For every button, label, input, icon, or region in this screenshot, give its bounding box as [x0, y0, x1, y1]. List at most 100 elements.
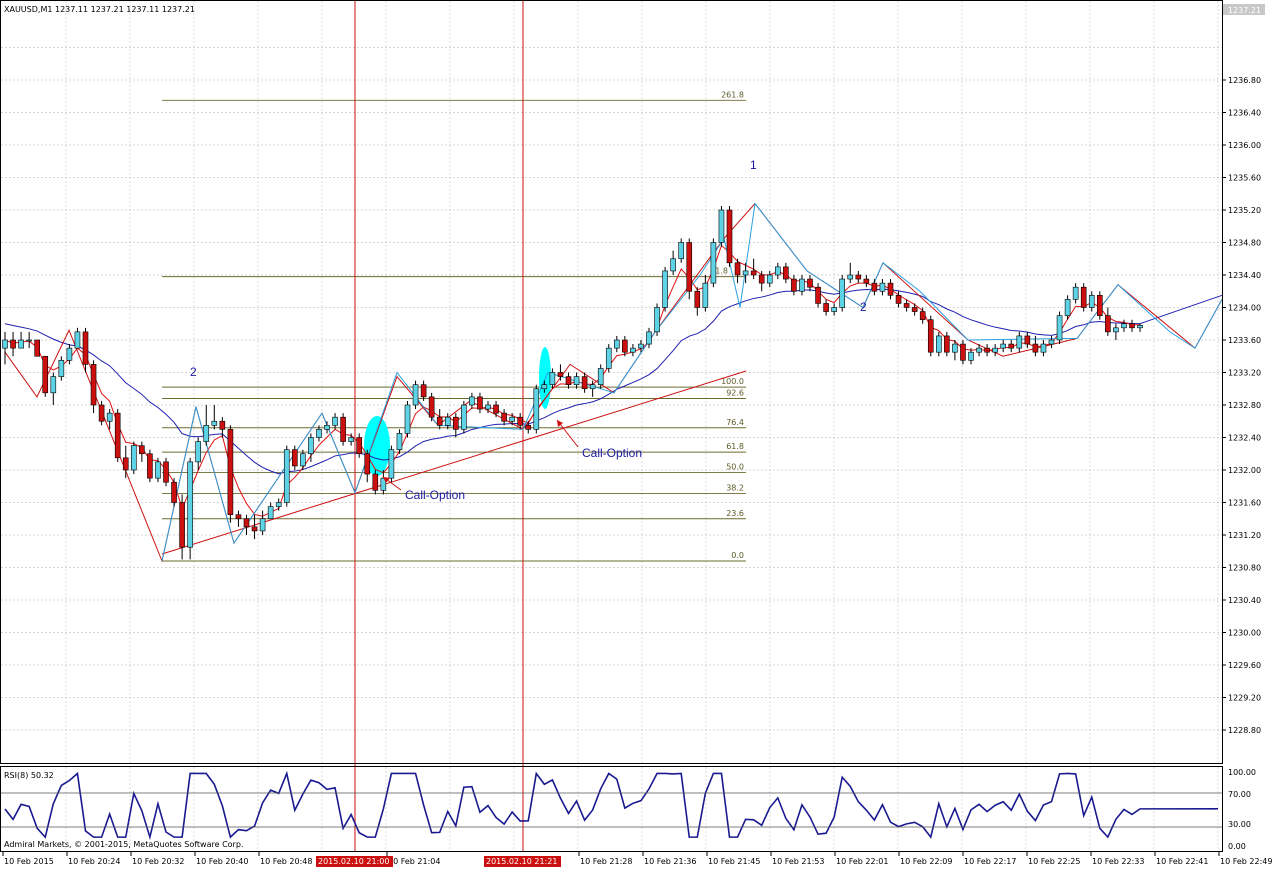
price-label: 1234.00 [1228, 304, 1261, 313]
rsi-line [4, 770, 1219, 841]
candle-body [758, 274, 765, 284]
candle-body [686, 242, 693, 292]
candle-body [831, 307, 837, 312]
candle-body [267, 506, 274, 520]
fib-level-label: 92.6 [726, 389, 744, 398]
candle-body [74, 331, 81, 349]
fib-level-label: 76.4 [726, 418, 744, 427]
candle-body [863, 278, 870, 284]
candle-body [718, 209, 725, 243]
rsi-level-label: 70.00 [1228, 790, 1251, 799]
price-label: 1235.60 [1228, 174, 1261, 183]
call-option-label-1: Call-Option [405, 488, 465, 502]
candle-body [1056, 315, 1063, 341]
candle-body [444, 416, 451, 426]
candle-body [1088, 295, 1095, 308]
candle-body [283, 449, 290, 503]
candle-body [2, 339, 8, 349]
time-label: 10 Feb 22:09 [900, 857, 952, 866]
candle-body [1137, 325, 1143, 329]
candle-body [291, 449, 298, 467]
candle-body [316, 429, 322, 438]
candle-body [815, 286, 821, 304]
candle-body [726, 209, 733, 264]
time-label: 10 Feb 22:17 [964, 857, 1016, 866]
candle-body [847, 274, 854, 280]
candle-body [235, 514, 242, 520]
candle-body [766, 274, 773, 284]
candle-body [171, 481, 177, 503]
time-label: 10 Feb 22:01 [836, 857, 888, 866]
candle-body [34, 339, 41, 357]
time-label: 10 Feb 20:32 [132, 857, 184, 866]
time-label: 10 Feb 22:25 [1028, 857, 1080, 866]
price-label: 1233.20 [1228, 369, 1261, 378]
candle-body [1129, 323, 1135, 329]
rsi-grid [65, 767, 1219, 851]
symbol-info: XAUUSD,M1 1237.11 1237.21 1237.11 1237.2… [4, 5, 195, 14]
candle-body [114, 412, 121, 459]
time-label: 10 Feb 21:45 [708, 857, 760, 866]
time-axis[interactable]: 10 Feb 2015 10 Feb 20:24 10 Feb 20:32 10 Fe… [2, 852, 1272, 867]
candle-body [1008, 343, 1015, 349]
price-label: 1232.80 [1228, 401, 1261, 410]
rsi-axis: 100.00 70.00 30.00 0.00 [1228, 768, 1256, 851]
candle-body [984, 347, 990, 353]
candle-body [525, 425, 532, 430]
price-label: 1230.40 [1228, 596, 1261, 605]
fibonacci-retracement[interactable]: 261.8 61.8 100.0 92.6 76.4 61.8 50.0 38.2 23.6 0.… [162, 90, 746, 562]
candle-body [42, 355, 49, 394]
time-label: 10 Feb 20:24 [68, 857, 120, 866]
candle-body [702, 282, 709, 308]
candle-body [1064, 299, 1071, 316]
candle-body [935, 335, 942, 353]
candle-body [155, 461, 161, 479]
time-label: 10 Feb 2015 [4, 857, 54, 866]
price-label: 1232.00 [1228, 466, 1261, 475]
moving-average-fast [4, 244, 1141, 517]
time-label: 10 Feb 20:40 [196, 857, 248, 866]
candle-body [90, 364, 97, 406]
candle-body [919, 311, 926, 320]
price-label: 1234.40 [1228, 271, 1261, 280]
candle-body [839, 278, 846, 308]
candle-body [1121, 323, 1127, 329]
fib-level-label: 61.8 [726, 442, 744, 451]
time-label: 10 Feb 21:53 [772, 857, 824, 866]
candle-body [300, 453, 306, 467]
candle-body [992, 347, 998, 353]
candle-body [147, 453, 153, 479]
candle-body [461, 404, 467, 430]
candle-body [340, 416, 346, 442]
candle-body [944, 335, 950, 353]
candle-body [533, 388, 540, 430]
wave-label-2a: 2 [190, 365, 197, 379]
candle-body [356, 437, 363, 455]
candle-body [1032, 343, 1039, 353]
candle-body [670, 258, 676, 272]
candle-body [66, 347, 73, 361]
candle-body [734, 262, 741, 276]
candle-body [952, 343, 958, 353]
time-label: 10 Feb 21:04 [388, 857, 440, 866]
wave-label-2b: 2 [860, 300, 867, 314]
price-label: 1231.20 [1228, 531, 1261, 540]
candle-body [388, 449, 395, 479]
candle-body [501, 412, 507, 422]
candle-body [710, 242, 717, 284]
candle-body [742, 270, 749, 276]
candle-body [799, 278, 805, 292]
candle-body [58, 360, 65, 377]
fib-level-label: 261.8 [721, 90, 744, 99]
candle-body [275, 502, 282, 507]
candle-body [895, 295, 902, 304]
candlesticks [2, 205, 1143, 560]
price-axis[interactable]: 1236.80 1236.40 1236.00 1235.60 1235.20 1234.… [1222, 76, 1261, 735]
price-label: 1236.40 [1228, 109, 1261, 118]
candle-body [517, 416, 524, 426]
trend-line[interactable] [161, 370, 747, 555]
candle-body [1105, 315, 1111, 333]
rsi-level-label: 0.00 [1228, 842, 1246, 851]
